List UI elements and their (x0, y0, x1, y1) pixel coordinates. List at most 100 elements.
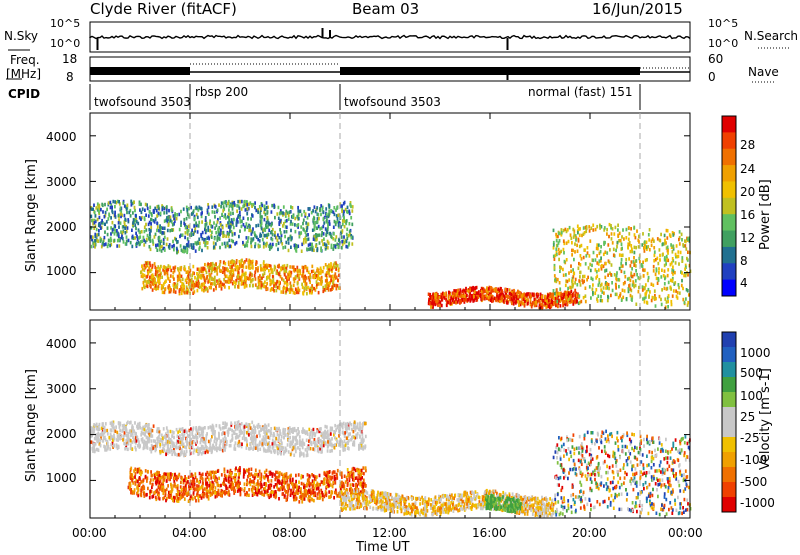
heatmap-cell (201, 283, 203, 287)
heatmap-cell (631, 248, 633, 252)
heatmap-cell (627, 277, 629, 281)
heatmap-cell (183, 218, 185, 222)
heatmap-cell (516, 292, 518, 296)
heatmap-cell (610, 224, 612, 228)
heatmap-cell (173, 450, 175, 454)
heatmap-cell (290, 229, 292, 233)
heatmap-cell (241, 443, 243, 447)
heatmap-cell (244, 425, 246, 429)
heatmap-cell (170, 445, 172, 449)
heatmap-cell (283, 222, 285, 226)
heatmap-cell (179, 235, 181, 239)
heatmap-cell (97, 218, 99, 222)
heatmap-cell (252, 214, 254, 218)
heatmap-cell (226, 224, 228, 228)
heatmap-cell (328, 204, 330, 208)
heatmap-cell (166, 426, 168, 430)
heatmap-cell (224, 432, 226, 436)
heatmap-cell (120, 212, 122, 216)
heatmap-cell (553, 302, 555, 306)
heatmap-cell (330, 279, 332, 283)
heatmap-cell (594, 292, 596, 296)
heatmap-cell (176, 213, 178, 217)
heatmap-cell (130, 421, 132, 425)
heatmap-cell (319, 241, 321, 245)
heatmap-cell (326, 425, 328, 429)
heatmap-cell (231, 265, 233, 269)
heatmap-cell (209, 286, 211, 290)
heatmap-cell (460, 295, 462, 299)
heatmap-cell (525, 297, 527, 301)
heatmap-cell (329, 222, 331, 226)
heatmap-cell (345, 425, 347, 429)
heatmap-cell (237, 285, 239, 289)
heatmap-cell (335, 238, 337, 242)
heatmap-cell (195, 249, 197, 253)
heatmap-cell (251, 261, 253, 265)
heatmap-cell (200, 212, 202, 216)
heatmap-cell (242, 205, 244, 209)
heatmap-cell (323, 444, 325, 448)
heatmap-cell (131, 203, 133, 207)
heatmap-cell (606, 232, 608, 236)
heatmap-cell (668, 281, 670, 285)
heatmap-cell (208, 266, 210, 270)
heatmap-cell (346, 240, 348, 244)
heatmap-cell (289, 427, 291, 431)
heatmap-cell (156, 214, 158, 218)
heatmap-cell (572, 279, 574, 283)
heatmap-cell (157, 441, 159, 445)
heatmap-cell (617, 224, 619, 228)
heatmap-cell (143, 236, 145, 240)
heatmap-cell (574, 250, 576, 254)
heatmap-cell (294, 291, 296, 295)
heatmap-cell (664, 256, 666, 260)
heatmap-cell (507, 301, 509, 305)
heatmap-cell (154, 262, 156, 266)
heatmap-cell (592, 224, 594, 228)
heatmap-cell (267, 436, 269, 440)
heatmap-cell (200, 441, 202, 445)
heatmap-cell (248, 423, 250, 427)
heatmap-cell (164, 248, 166, 252)
heatmap-cell (486, 294, 488, 298)
heatmap-cell (334, 220, 336, 224)
heatmap-cell (255, 263, 257, 267)
heatmap-cell (448, 298, 450, 302)
heatmap-cell (554, 278, 556, 282)
heatmap-cell (309, 432, 311, 436)
heatmap-cell (281, 442, 283, 446)
heatmap-cell (246, 203, 248, 207)
heatmap-cell (618, 239, 620, 243)
heatmap-cell (149, 238, 151, 242)
heatmap-cell (615, 226, 617, 230)
heatmap-cell (283, 436, 285, 440)
heatmap-cell (135, 227, 137, 231)
heatmap-cell (230, 211, 232, 215)
heatmap-cell (239, 278, 241, 282)
heatmap-cell (232, 270, 234, 274)
heatmap-cell (115, 430, 117, 434)
heatmap-cell (244, 438, 246, 442)
heatmap-cell (155, 218, 157, 222)
heatmap-cell (299, 452, 301, 456)
heatmap-cell (122, 438, 124, 442)
heatmap-cell (209, 229, 211, 233)
heatmap-cell (165, 287, 167, 291)
heatmap-cell (214, 211, 216, 215)
heatmap-cell (434, 293, 436, 297)
heatmap-cell (447, 301, 449, 305)
heatmap-cell (191, 243, 193, 247)
heatmap-cell (686, 288, 688, 292)
heatmap-cell (237, 265, 239, 269)
heatmap-cell (112, 211, 114, 215)
heatmap-cell (667, 229, 669, 233)
heatmap-cell (538, 299, 540, 303)
heatmap-cell (488, 296, 490, 300)
heatmap-cell (186, 291, 188, 295)
heatmap-cell (357, 426, 359, 430)
heatmap-cell (336, 287, 338, 291)
heatmap-cell (261, 442, 263, 446)
heatmap-cell (648, 276, 650, 280)
heatmap-cell (184, 268, 186, 272)
